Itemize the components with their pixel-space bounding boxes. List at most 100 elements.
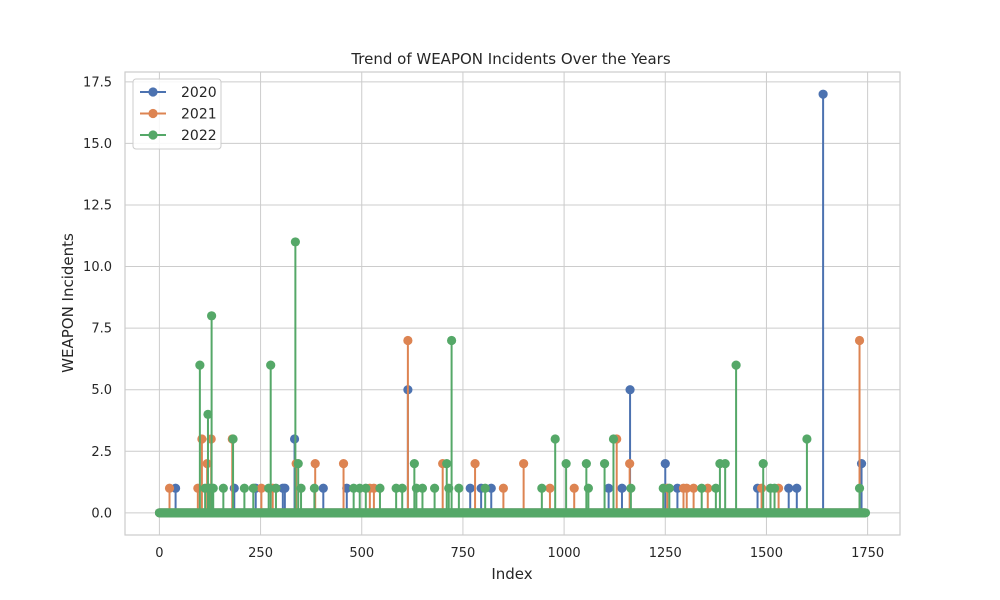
- stem-marker: [711, 483, 721, 493]
- stem-marker: [792, 483, 802, 493]
- stem-marker: [664, 483, 674, 493]
- stem-marker: [731, 360, 741, 370]
- legend-marker: [148, 130, 158, 140]
- y-tick-label: 15.0: [83, 137, 112, 152]
- x-tick-label: 1250: [649, 546, 682, 561]
- stem-marker: [818, 89, 828, 99]
- stem-marker: [583, 483, 593, 493]
- stem-marker: [465, 483, 475, 493]
- stem-marker: [561, 458, 571, 469]
- stem-marker: [682, 483, 692, 493]
- x-tick-label: 1500: [750, 546, 783, 561]
- stem-marker: [608, 434, 619, 444]
- stem-marker: [784, 483, 794, 493]
- x-axis-ticks: 0 250 500 750 1000 1250 1500 1750: [155, 546, 884, 561]
- plot-frame: [124, 71, 901, 536]
- stem-marker: [498, 483, 508, 493]
- legend-item-2021: 2021: [140, 107, 217, 123]
- stem-marker: [248, 483, 258, 493]
- y-tick-label: 2.5: [91, 445, 112, 460]
- stem-marker: [266, 360, 276, 370]
- stem-marker: [802, 434, 812, 444]
- stem-marker: [442, 458, 452, 469]
- stem-marker: [271, 483, 281, 493]
- stem-marker: [207, 311, 217, 321]
- y-tick-label: 7.5: [91, 322, 112, 337]
- stem-marker: [310, 458, 320, 469]
- stem-marker: [599, 458, 610, 469]
- stem-marker: [256, 483, 266, 493]
- x-axis-label: Index: [491, 565, 532, 583]
- x-tick-label: 500: [349, 546, 374, 561]
- stem-marker: [604, 483, 614, 493]
- stem-marker: [397, 483, 407, 493]
- legend-item-2020: 2020: [140, 85, 217, 101]
- stem-marker: [417, 483, 428, 493]
- plot-area: [124, 71, 901, 536]
- stem-marker: [361, 483, 371, 493]
- stem-marker: [290, 237, 300, 247]
- stem-marker: [293, 458, 303, 469]
- stem-marker: [409, 458, 419, 469]
- legend-label: 2020: [181, 85, 217, 101]
- stem-marker: [697, 483, 707, 493]
- stem-marker: [208, 483, 218, 493]
- stem-marker: [756, 483, 767, 493]
- plot-background: [125, 72, 900, 535]
- stem-marker: [480, 483, 490, 493]
- y-tick-label: 17.5: [83, 75, 112, 90]
- stem-marker: [581, 458, 591, 469]
- y-tick-label: 10.0: [83, 260, 112, 275]
- stem-marker: [403, 335, 413, 346]
- stem-marker: [375, 483, 385, 493]
- stem-marker: [625, 458, 635, 469]
- x-tick-label: 1750: [851, 546, 884, 561]
- stem-marker: [545, 483, 555, 493]
- stem-marker: [660, 458, 670, 469]
- stem-marker: [309, 483, 319, 493]
- y-axis-ticks: 0.0 2.5 5.0 7.5 10.0 12.5 15.0 17.5: [83, 75, 112, 521]
- stem-marker: [758, 458, 768, 469]
- stem-marker: [856, 458, 867, 469]
- legend-label: 2021: [181, 107, 217, 123]
- stem-marker: [218, 483, 228, 493]
- legend-label: 2022: [181, 128, 217, 144]
- stem-marker: [164, 483, 175, 493]
- stem-marker: [550, 434, 560, 444]
- y-axis-label: WEAPON Incidents: [59, 233, 77, 373]
- stem-marker: [720, 458, 730, 469]
- x-tick-label: 250: [248, 546, 273, 561]
- stem-marker: [296, 483, 306, 493]
- stem-marker: [228, 434, 238, 444]
- y-tick-label: 12.5: [83, 198, 112, 213]
- stem-marker: [429, 483, 440, 493]
- stem-marker: [689, 483, 699, 493]
- legend-item-2022: 2022: [140, 128, 217, 144]
- x-tick-label: 1000: [548, 546, 581, 561]
- stem-marker: [470, 458, 480, 469]
- x-tick-label: 0: [155, 546, 163, 561]
- stem-marker: [446, 335, 457, 346]
- stem-marker: [854, 483, 865, 493]
- stem-marker: [625, 385, 635, 395]
- stem-marker: [280, 483, 290, 493]
- stem-marker: [617, 483, 627, 493]
- y-tick-label: 5.0: [91, 383, 112, 398]
- legend: 2020 2021 2022: [132, 78, 222, 150]
- stem-marker: [197, 434, 207, 444]
- stem-marker: [229, 483, 239, 493]
- chart-title: Trend of WEAPON Incidents Over the Years: [350, 50, 671, 68]
- stem-marker: [338, 458, 349, 469]
- stem-marker: [195, 360, 205, 370]
- stem-marker: [626, 483, 636, 493]
- stem-marker: [537, 483, 547, 493]
- stem-marker: [854, 335, 865, 346]
- x-tick-label: 750: [451, 546, 476, 561]
- y-tick-label: 0.0: [91, 506, 112, 521]
- stem-marker: [203, 409, 213, 419]
- stem-marker: [569, 483, 579, 493]
- stem-marker: [318, 483, 328, 493]
- stem-marker: [239, 483, 249, 493]
- stem-marker: [769, 483, 780, 493]
